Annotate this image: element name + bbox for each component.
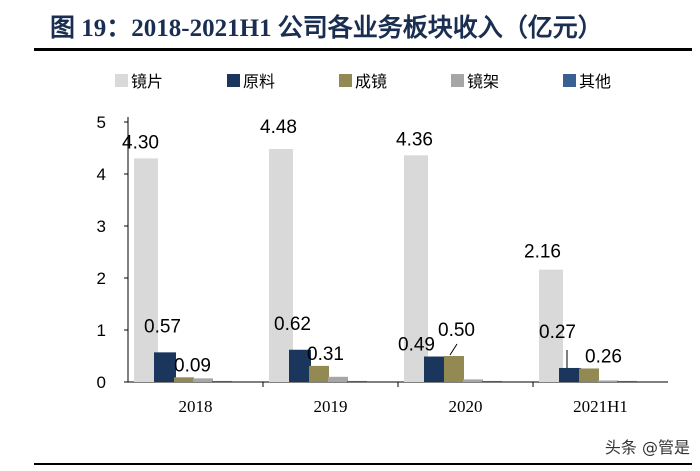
data-label: 4.30 xyxy=(122,132,159,153)
legend-label: 原料 xyxy=(243,72,276,91)
y-tick-label: 3 xyxy=(97,217,106,236)
legend-swatch xyxy=(563,73,576,87)
watermark: 头条 @管是 xyxy=(604,438,690,457)
bar-成镜 xyxy=(174,377,194,382)
data-label: 2.16 xyxy=(524,242,561,263)
data-label: 0.49 xyxy=(398,335,435,356)
bar-镜片 xyxy=(539,269,563,382)
bar-成镜 xyxy=(444,356,464,382)
y-tick-label: 4 xyxy=(97,165,106,184)
x-tick-label: 2021H1 xyxy=(573,397,628,416)
y-tick-label: 2 xyxy=(97,269,106,288)
bar-原料 xyxy=(154,352,176,382)
bar-其他 xyxy=(212,380,232,382)
title-divider xyxy=(34,48,692,51)
data-label: 4.36 xyxy=(396,129,433,150)
data-label: 0.26 xyxy=(585,346,622,367)
bar-镜架 xyxy=(328,376,348,382)
x-tick-label: 2020 xyxy=(449,397,483,416)
legend-label: 镜架 xyxy=(467,72,500,91)
legend-swatch xyxy=(339,73,352,87)
bar-原料 xyxy=(289,349,311,382)
legend-item: 镜架 xyxy=(451,68,563,92)
bar-镜架 xyxy=(598,380,618,382)
legend-swatch xyxy=(227,73,240,87)
bar-原料 xyxy=(559,367,581,382)
legend-item: 其他 xyxy=(563,68,675,92)
legend-item: 原料 xyxy=(227,68,339,92)
legend-item: 镜片 xyxy=(115,68,227,92)
data-label: 4.48 xyxy=(260,117,297,138)
legend-swatch xyxy=(451,73,464,87)
bar-镜片 xyxy=(269,149,293,382)
x-tick-label: 2018 xyxy=(179,397,213,416)
data-label: 0.50 xyxy=(438,320,475,341)
data-label: 0.31 xyxy=(307,344,344,365)
bar-其他 xyxy=(617,380,637,382)
legend: 镜片 原料 成镜 镜架 其他 xyxy=(115,68,675,92)
legend-label: 成镜 xyxy=(355,72,388,91)
bar-镜片 xyxy=(134,158,158,382)
bottom-divider xyxy=(34,463,692,465)
legend-label: 镜片 xyxy=(131,72,164,91)
y-tick-label: 5 xyxy=(97,113,106,132)
bar-成镜 xyxy=(309,365,329,382)
y-tick-label: 1 xyxy=(97,321,106,340)
y-tick-label: 0 xyxy=(97,373,106,392)
legend-swatch xyxy=(115,73,128,87)
data-label: 0.57 xyxy=(144,316,181,337)
bar-镜架 xyxy=(193,378,213,382)
x-tick-label: 2019 xyxy=(314,397,348,416)
bar-其他 xyxy=(347,380,367,382)
bar-镜架 xyxy=(463,379,483,382)
data-label: 0.62 xyxy=(274,314,311,335)
legend-label: 其他 xyxy=(579,72,612,91)
data-label: 0.27 xyxy=(539,322,576,343)
bar-原料 xyxy=(424,356,446,382)
chart-title: 图 19：2018-2021H1 公司各业务板块收入（亿元） xyxy=(50,15,603,42)
bar-镜片 xyxy=(404,155,428,382)
legend-item: 成镜 xyxy=(339,68,451,92)
bar-其他 xyxy=(482,380,502,382)
leader-line xyxy=(449,343,458,356)
bar-成镜 xyxy=(579,368,599,382)
data-label: 0.09 xyxy=(174,355,211,376)
